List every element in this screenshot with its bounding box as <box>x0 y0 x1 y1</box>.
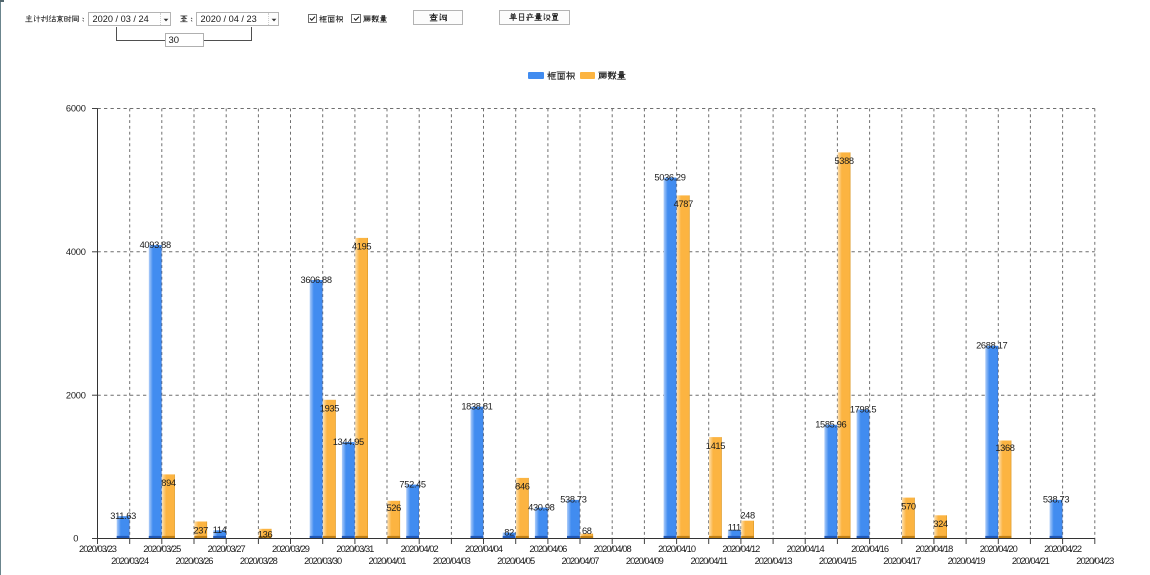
svg-text:846: 846 <box>515 482 530 492</box>
svg-text:2020/03/27: 2020/03/27 <box>208 544 246 554</box>
svg-text:2020/03/29: 2020/03/29 <box>272 544 310 554</box>
svg-text:237: 237 <box>193 525 208 535</box>
svg-text:111: 111 <box>728 522 741 532</box>
svg-text:5388: 5388 <box>834 156 853 166</box>
svg-text:2020/04/11: 2020/04/11 <box>691 556 728 566</box>
svg-text:1585.96: 1585.96 <box>815 420 846 430</box>
svg-text:752.45: 752.45 <box>399 479 426 489</box>
svg-text:1935: 1935 <box>320 404 339 414</box>
svg-text:4093.88: 4093.88 <box>140 240 171 250</box>
svg-text:2020/03/26: 2020/03/26 <box>175 556 213 566</box>
svg-text:2688.17: 2688.17 <box>976 341 1007 351</box>
svg-text:2000: 2000 <box>66 390 86 400</box>
svg-text:430.98: 430.98 <box>528 502 555 512</box>
svg-text:2020/04/19: 2020/04/19 <box>948 556 986 566</box>
svg-text:2020/04/15: 2020/04/15 <box>819 556 857 566</box>
svg-text:2020/03/31: 2020/03/31 <box>336 544 374 554</box>
svg-text:68: 68 <box>582 526 592 536</box>
svg-text:114: 114 <box>213 525 227 535</box>
svg-text:82: 82 <box>504 527 514 537</box>
svg-text:1368: 1368 <box>995 443 1014 453</box>
svg-text:2020/04/04: 2020/04/04 <box>465 544 503 554</box>
svg-text:5036.29: 5036.29 <box>654 172 685 182</box>
svg-text:2020/03/25: 2020/03/25 <box>143 544 181 554</box>
svg-text:2020/03/30: 2020/03/30 <box>304 556 342 566</box>
svg-text:894: 894 <box>161 478 176 488</box>
svg-text:526: 526 <box>386 503 401 513</box>
svg-text:2020/04/07: 2020/04/07 <box>561 556 599 566</box>
svg-text:2020/04/13: 2020/04/13 <box>755 556 793 566</box>
svg-text:324: 324 <box>933 519 948 529</box>
svg-text:3606.88: 3606.88 <box>301 275 332 285</box>
svg-text:1344.95: 1344.95 <box>333 437 364 447</box>
svg-text:538.73: 538.73 <box>560 495 587 505</box>
svg-text:2020/04/14: 2020/04/14 <box>787 544 825 554</box>
svg-text:2020/04/10: 2020/04/10 <box>658 544 696 554</box>
svg-text:1838.81: 1838.81 <box>461 402 492 412</box>
svg-text:2020/04/08: 2020/04/08 <box>594 544 632 554</box>
svg-text:538.73: 538.73 <box>1043 495 1070 505</box>
svg-text:311.63: 311.63 <box>110 511 136 521</box>
svg-text:2020/03/28: 2020/03/28 <box>240 556 278 566</box>
svg-text:2020/04/20: 2020/04/20 <box>980 544 1018 554</box>
svg-text:4787: 4787 <box>674 199 693 209</box>
svg-text:4195: 4195 <box>352 242 371 252</box>
svg-text:0: 0 <box>73 534 78 544</box>
svg-text:6000: 6000 <box>66 104 86 114</box>
svg-text:2020/04/16: 2020/04/16 <box>851 544 889 554</box>
svg-text:2020/04/21: 2020/04/21 <box>1012 556 1050 566</box>
svg-text:248: 248 <box>740 510 755 520</box>
svg-text:1798.5: 1798.5 <box>850 404 877 414</box>
svg-text:2020/04/01: 2020/04/01 <box>368 556 406 566</box>
svg-text:570: 570 <box>901 501 916 511</box>
svg-text:2020/04/03: 2020/04/03 <box>433 556 471 566</box>
svg-text:1415: 1415 <box>706 441 725 451</box>
svg-text:2020/04/02: 2020/04/02 <box>401 544 439 554</box>
svg-text:4000: 4000 <box>66 247 86 257</box>
svg-text:2020/04/09: 2020/04/09 <box>626 556 664 566</box>
svg-text:2020/04/18: 2020/04/18 <box>915 544 953 554</box>
svg-text:2020/04/17: 2020/04/17 <box>883 556 921 566</box>
svg-text:2020/04/06: 2020/04/06 <box>529 544 567 554</box>
svg-text:136: 136 <box>258 530 273 540</box>
svg-text:2020/03/24: 2020/03/24 <box>111 556 149 566</box>
svg-text:2020/04/05: 2020/04/05 <box>497 556 535 566</box>
svg-text:2020/04/12: 2020/04/12 <box>722 544 760 554</box>
svg-text:2020/04/22: 2020/04/22 <box>1044 544 1082 554</box>
svg-text:2020/04/23: 2020/04/23 <box>1076 556 1114 566</box>
svg-text:2020/03/23: 2020/03/23 <box>79 544 117 554</box>
